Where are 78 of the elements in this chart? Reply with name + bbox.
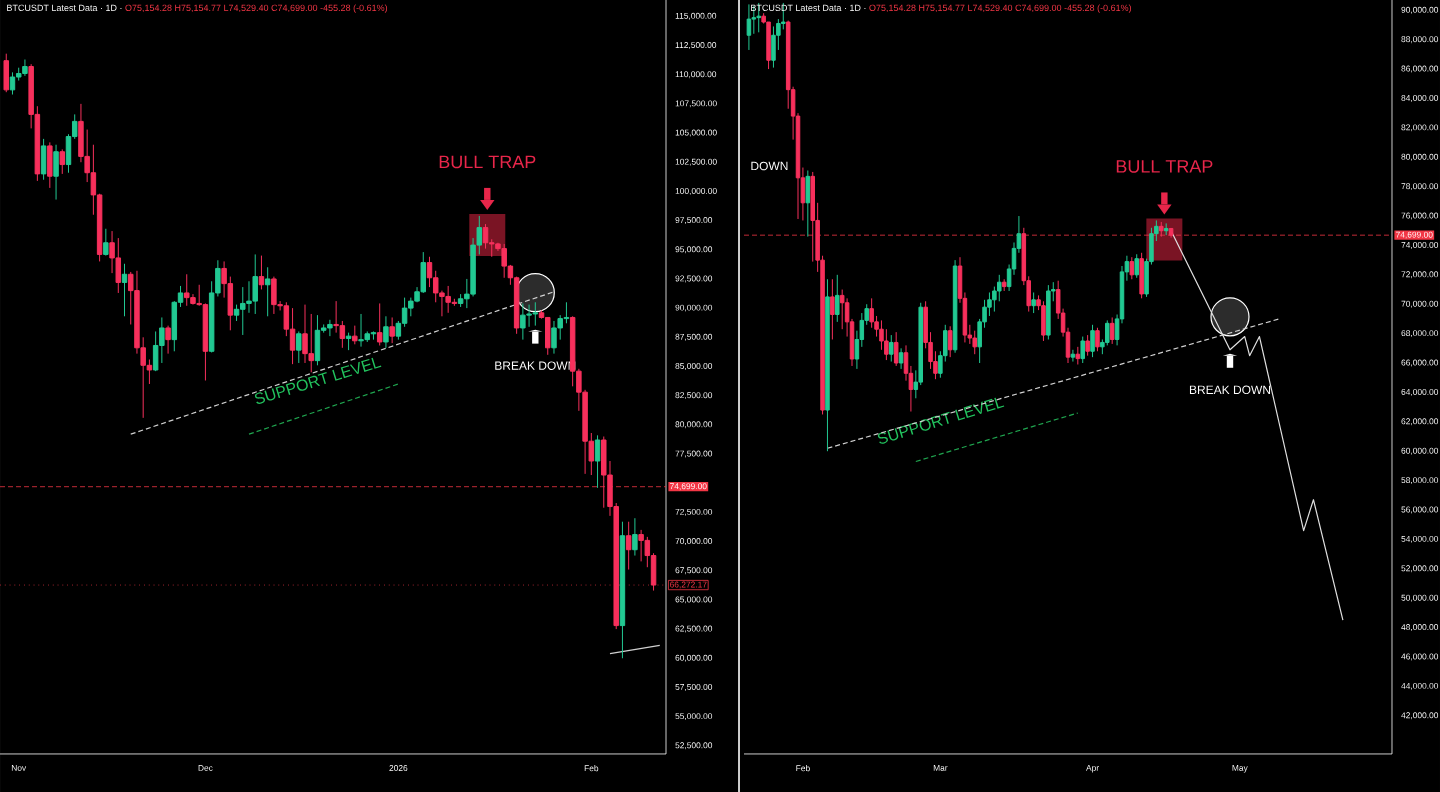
candlestick [296,330,302,364]
candlestick [869,297,874,329]
candlestick [625,521,632,571]
candlestick [22,59,28,77]
candlestick [839,289,845,330]
candlestick [308,313,314,373]
candlestick [121,263,128,317]
candlestick [947,325,953,358]
candlestick [159,316,165,364]
candlestick [638,529,644,562]
candlestick [1046,284,1051,340]
annotation: BULL TRAP [439,155,536,169]
candlestick [972,330,977,355]
annotation: BULL TRAP [1116,160,1213,173]
candlestick [825,278,830,452]
candlestick [771,25,776,69]
candlestick [594,434,601,489]
candlestick [1031,291,1036,314]
candlestick [520,302,526,341]
candlestick [830,278,835,340]
candlestick [53,144,59,201]
candlestick [9,71,16,96]
candlestick [632,517,638,557]
candlestick [40,138,47,181]
candlestick [889,334,894,363]
candlestick [252,253,258,315]
candlestick [898,347,904,370]
candlestick [952,259,958,354]
candlestick [746,3,752,51]
candlestick [766,21,771,70]
candlestick [302,304,308,364]
candlestick [1080,336,1085,364]
candlestick [271,276,277,315]
candlestick [1168,227,1174,239]
candlestick [240,286,246,336]
candlestick [1105,319,1110,346]
candlestick [352,325,358,345]
candlestick [258,255,265,290]
candlestick [1090,324,1095,358]
candlestick [551,320,557,355]
candlestick [383,315,389,349]
candlestick [1109,316,1115,345]
candlestick [420,251,427,294]
candlestick [501,243,507,279]
candlestick [545,316,551,356]
candlestick [184,273,190,307]
candlestick [1139,252,1144,299]
candlestick [358,313,364,348]
candlestick [115,237,122,294]
candlestick [835,274,840,323]
candlestick [264,266,271,317]
candlestick [327,319,333,337]
candlestick [59,148,66,175]
candlestick [884,328,889,361]
candlestick [1163,222,1169,236]
candlestick [345,332,352,351]
candlestick [376,302,383,346]
candlestick [47,141,53,189]
candlestick [1159,221,1164,238]
candlestick [1085,334,1090,357]
candlestick [370,330,377,341]
candlestick [532,301,539,327]
candlestick [1134,253,1139,279]
candlestick [289,307,296,365]
candlestick [893,331,899,367]
candlestick [445,285,451,314]
candlestick [1075,346,1081,365]
candlestick [1001,278,1007,292]
candlestick [389,316,395,344]
candlestick [601,436,607,509]
candlestick [1095,327,1100,352]
candlestick [165,325,171,355]
candlestick [805,169,811,238]
candlestick [3,53,9,93]
candlestick [1070,349,1076,363]
candlestick [103,228,109,257]
candlestick [1129,256,1135,280]
candlestick [1041,300,1046,342]
